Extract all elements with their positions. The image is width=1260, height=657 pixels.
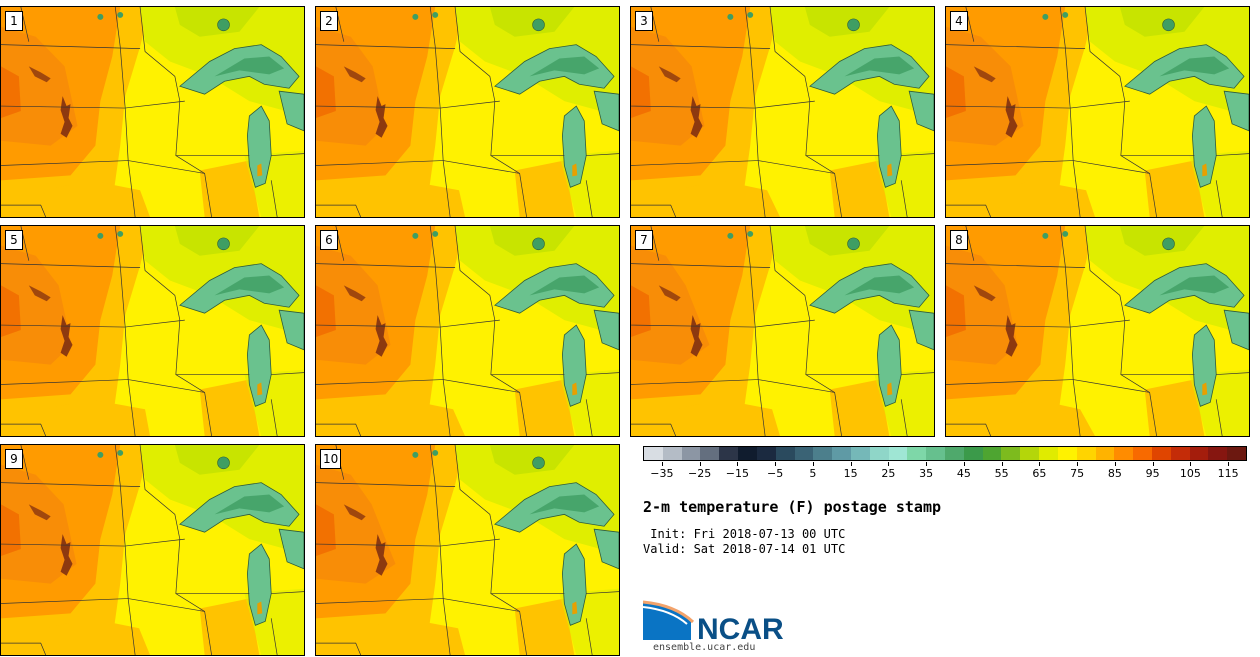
ncar-logo-mark <box>643 602 691 640</box>
colorbar-bin-1 <box>662 447 682 460</box>
colorbar-tick <box>1190 462 1192 466</box>
colorbar-tick-label: 15 <box>843 467 858 480</box>
colorbar-bin-7 <box>775 447 795 460</box>
member-map-9: 9 <box>0 444 305 656</box>
member-label: 10 <box>320 449 342 469</box>
colorbar-tick-label: −35 <box>650 467 674 480</box>
colorbar-bin-11 <box>850 447 870 460</box>
colorbar-tick <box>812 462 814 466</box>
member-label: 9 <box>5 449 23 469</box>
member-map-2: 2 <box>315 6 620 218</box>
figure-title: 2-m temperature (F) postage stamp <box>643 498 942 516</box>
colorbar-tick-label: 85 <box>1107 467 1122 480</box>
colorbar-tick-label: 105 <box>1179 467 1201 480</box>
colorbar-tick-label: 115 <box>1217 467 1239 480</box>
colorbar-bin-2 <box>681 447 701 460</box>
colorbar-bin-25 <box>1114 447 1134 460</box>
colorbar-tick-label: −5 <box>767 467 784 480</box>
member-map-1: 1 <box>0 6 305 218</box>
colorbar-tick <box>1001 462 1003 466</box>
colorbar-bin-16 <box>945 447 964 460</box>
member-label: 2 <box>320 11 338 31</box>
colorbar-bin-26 <box>1133 447 1152 460</box>
member-map-7: 7 <box>630 225 935 437</box>
colorbar-tick <box>888 462 890 466</box>
colorbar-bin-9 <box>813 447 833 460</box>
colorbar-bin-4 <box>719 447 739 460</box>
colorbar-bin-8 <box>794 447 814 460</box>
colorbar-tick <box>1228 462 1230 466</box>
colorbar-bin-28 <box>1170 447 1190 460</box>
colorbar-tick-label: 45 <box>956 467 971 480</box>
colorbar-tick <box>850 462 852 466</box>
colorbar-bin-6 <box>756 447 776 460</box>
member-label: 8 <box>950 230 968 250</box>
colorbar-tick <box>737 462 739 466</box>
colorbar-bin-21 <box>1039 447 1058 460</box>
colorbar-tick <box>1039 462 1041 466</box>
colorbar-tick <box>699 462 701 466</box>
colorbar-bin-13 <box>888 447 908 460</box>
colorbar-bin-31 <box>1227 447 1246 460</box>
colorbar-bin-27 <box>1151 447 1171 460</box>
colorbar-tick-label: 25 <box>881 467 896 480</box>
member-map-5: 5 <box>0 225 305 437</box>
colorbar-tick-label: 65 <box>1032 467 1047 480</box>
colorbar-tick-label: 55 <box>994 467 1009 480</box>
colorbar-tick-label: 75 <box>1070 467 1085 480</box>
member-map-4: 4 <box>945 6 1250 218</box>
colorbar-tick <box>1077 462 1079 466</box>
colorbar-tick <box>1152 462 1154 466</box>
colorbar-bin-5 <box>738 447 757 460</box>
member-label: 4 <box>950 11 968 31</box>
ncar-logo-swoosh <box>643 600 695 624</box>
init-time: Init: Fri 2018-07-13 00 UTC <box>643 527 846 541</box>
member-label: 3 <box>635 11 653 31</box>
colorbar-tick-label: −15 <box>725 467 749 480</box>
colorbar-bin-18 <box>982 447 1002 460</box>
colorbar-bin-29 <box>1189 447 1209 460</box>
member-label: 1 <box>5 11 23 31</box>
member-label: 5 <box>5 230 23 250</box>
colorbar-bin-14 <box>907 447 927 460</box>
source-url: ensemble.ucar.edu <box>653 642 756 653</box>
colorbar-bin-24 <box>1095 447 1115 460</box>
colorbar-bin-15 <box>926 447 945 460</box>
colorbar-tick-label: −25 <box>688 467 712 480</box>
colorbar-bin-30 <box>1208 447 1228 460</box>
colorbar-bin-22 <box>1057 447 1077 460</box>
member-label: 7 <box>635 230 653 250</box>
colorbar-bin-17 <box>963 447 983 460</box>
colorbar-tick-label: 35 <box>919 467 934 480</box>
colorbar-tick-label: 5 <box>809 467 817 480</box>
colorbar-bin-23 <box>1076 447 1096 460</box>
colorbar-ticks: −35 −25 −15 −5 5 15 25 35 45 55 65 75 85 95 105 115 <box>643 462 1247 482</box>
member-map-6: 6 <box>315 225 620 437</box>
colorbar-tick <box>775 462 777 466</box>
ncar-logo: NCAR <box>643 600 784 642</box>
colorbar-bin-10 <box>832 447 851 460</box>
colorbar-tick <box>963 462 965 466</box>
member-map-3: 3 <box>630 6 935 218</box>
colorbar-tick <box>926 462 928 466</box>
member-map-8: 8 <box>945 225 1250 437</box>
ncar-logo-text: NCAR <box>697 613 784 642</box>
member-map-10: 10 <box>315 444 620 656</box>
valid-time: Valid: Sat 2018-07-14 01 UTC <box>643 542 846 556</box>
colorbar-tick <box>661 462 663 466</box>
colorbar-tick-label: 95 <box>1145 467 1160 480</box>
colorbar-bin-12 <box>869 447 889 460</box>
colorbar-bin-20 <box>1020 447 1040 460</box>
colorbar-tick <box>1114 462 1116 466</box>
member-label: 6 <box>320 230 338 250</box>
colorbar <box>643 446 1247 461</box>
colorbar-bin-0 <box>644 447 663 460</box>
colorbar-bin-3 <box>700 447 720 460</box>
colorbar-bin-19 <box>1001 447 1021 460</box>
